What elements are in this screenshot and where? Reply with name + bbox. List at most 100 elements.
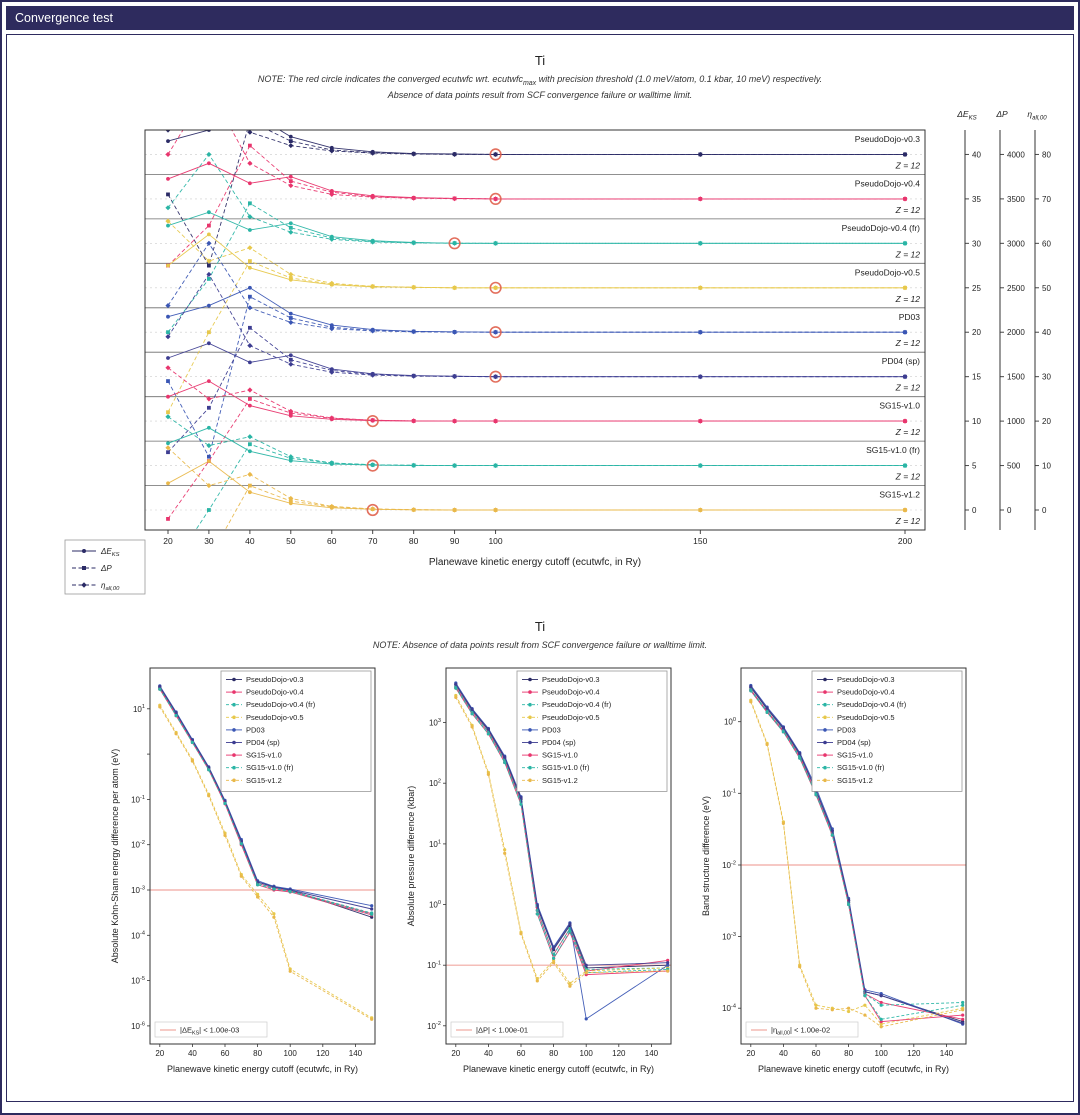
svg-text:ΔEKS: ΔEKS	[956, 109, 977, 121]
converged-marker	[489, 281, 502, 295]
svg-text:100: 100	[429, 900, 441, 910]
svg-text:50: 50	[1042, 284, 1051, 293]
top-chart-note: NOTE: The red circle indicates the conve…	[7, 73, 1073, 101]
svg-text:20: 20	[155, 1049, 164, 1058]
converged-marker	[489, 326, 502, 339]
svg-text:PseudoDojo-v0.4: PseudoDojo-v0.4	[837, 687, 895, 696]
svg-text:PD04 (sp): PD04 (sp)	[837, 738, 871, 747]
svg-text:ΔEKS: ΔEKS	[100, 547, 120, 558]
svg-text:PseudoDojo-v0.5: PseudoDojo-v0.5	[837, 713, 895, 722]
svg-text:ηall,00: ηall,00	[101, 581, 120, 592]
svg-text:60: 60	[517, 1049, 526, 1058]
svg-text:10-1: 10-1	[722, 789, 736, 799]
svg-text:40: 40	[188, 1049, 197, 1058]
svg-text:120: 120	[612, 1049, 626, 1058]
svg-text:140: 140	[940, 1049, 954, 1058]
page-title: Convergence test	[15, 11, 113, 25]
panel-band-structure-difference: 10-4 10-3 10-2 10-1 100 20 40 60 80 100 120 140 Plan…	[701, 667, 967, 1074]
svg-text:SG15-v1.0 (fr): SG15-v1.0 (fr)	[542, 763, 590, 772]
svg-text:Planewave kinetic energy cutof: Planewave kinetic energy cutoff (ecutwfc…	[463, 1064, 654, 1074]
note-line2: Absence of data points result from SCF c…	[387, 89, 693, 100]
svg-text:10-5: 10-5	[131, 976, 145, 986]
svg-text:40: 40	[1042, 328, 1051, 337]
svg-text:Z = 12: Z = 12	[895, 516, 921, 526]
svg-text:SG15-v1.2: SG15-v1.2	[837, 776, 873, 785]
svg-text:100: 100	[875, 1049, 889, 1058]
svg-text:Planewave kinetic energy cutof: Planewave kinetic energy cutoff (ecutwfc…	[758, 1064, 949, 1074]
note-line1-pre: NOTE: The red circle indicates the conve…	[257, 74, 523, 84]
svg-text:80: 80	[549, 1049, 558, 1058]
svg-text:0: 0	[1007, 506, 1012, 515]
svg-text:10-2: 10-2	[722, 860, 736, 870]
svg-text:60: 60	[1042, 240, 1051, 249]
svg-text:10-6: 10-6	[131, 1021, 145, 1031]
svg-text:70: 70	[1042, 195, 1051, 204]
convergence-detail-charts: 10-6 10-5 10-4 10-3 10-2 10-1 101 20 40 60 80 100 12…	[110, 667, 967, 1074]
bottom-chart-title: Ti	[534, 619, 546, 635]
svg-text:10: 10	[972, 417, 981, 426]
converged-marker	[366, 504, 379, 517]
svg-text:PseudoDojo-v0.5: PseudoDojo-v0.5	[855, 268, 920, 278]
svg-text:10-3: 10-3	[131, 885, 145, 895]
svg-text:30: 30	[972, 240, 981, 249]
svg-text:SG15-v1.0: SG15-v1.0	[246, 750, 282, 759]
svg-text:ηall,00: ηall,00	[1027, 109, 1047, 121]
svg-text:10-1: 10-1	[427, 960, 441, 970]
svg-text:10-3: 10-3	[722, 932, 736, 942]
svg-text:100: 100	[724, 717, 736, 727]
note-line1-post: with precision threshold (1.0 meV/atom, …	[536, 74, 823, 84]
svg-text:PseudoDojo-v0.5: PseudoDojo-v0.5	[542, 713, 600, 722]
svg-text:101: 101	[429, 839, 441, 849]
svg-text:35: 35	[972, 195, 981, 204]
svg-text:10: 10	[1042, 462, 1051, 471]
threshold-annotation	[745, 1021, 859, 1038]
svg-text:10-4: 10-4	[131, 930, 145, 940]
svg-text:PD04 (sp): PD04 (sp)	[542, 738, 576, 747]
svg-text:500: 500	[1007, 462, 1021, 471]
svg-text:1500: 1500	[1007, 373, 1025, 382]
top-series	[165, 130, 908, 530]
svg-text:SG15-v1.2: SG15-v1.2	[246, 776, 282, 785]
svg-text:PseudoDojo-v0.4 (fr): PseudoDojo-v0.4 (fr)	[246, 700, 316, 709]
svg-text:0: 0	[972, 506, 977, 515]
svg-text:PseudoDojo-v0.3: PseudoDojo-v0.3	[542, 675, 600, 684]
svg-text:SG15-v1.2: SG15-v1.2	[879, 490, 920, 500]
converged-marker	[489, 148, 502, 161]
svg-text:80: 80	[844, 1049, 853, 1058]
svg-text:1000: 1000	[1007, 417, 1025, 426]
panel-pressure-difference: 10-2 10-1 100 101 102 103 20 40 60 80 100 120 140 Pla…	[406, 667, 672, 1074]
bottom-note-text: NOTE: Absence of data points result from…	[372, 640, 708, 651]
svg-text:PseudoDojo-v0.5: PseudoDojo-v0.5	[246, 713, 304, 722]
top-row-series	[165, 365, 908, 521]
content-frame: Ti NOTE: The red circle indicates the co…	[6, 34, 1074, 1102]
svg-text:Z = 12: Z = 12	[895, 205, 921, 215]
svg-text:PseudoDojo-v0.4: PseudoDojo-v0.4	[542, 687, 600, 696]
svg-text:Band structure difference (eV): Band structure difference (eV)	[701, 796, 711, 916]
converged-marker	[489, 192, 502, 206]
svg-text:60: 60	[327, 536, 337, 546]
svg-text:3000: 3000	[1007, 240, 1025, 249]
svg-text:PseudoDojo-v0.4: PseudoDojo-v0.4	[855, 179, 920, 189]
svg-text:200: 200	[898, 536, 912, 546]
app-header: Convergence test	[6, 6, 1074, 30]
threshold-annotation	[154, 1021, 268, 1038]
svg-text:Absolute Kohn-Sham energy diff: Absolute Kohn-Sham energy difference per…	[110, 749, 120, 963]
svg-text:Planewave kinetic energy cutof: Planewave kinetic energy cutoff (ecutwfc…	[429, 557, 641, 568]
svg-text:PseudoDojo-v0.4: PseudoDojo-v0.4	[246, 687, 304, 696]
svg-text:Z = 12: Z = 12	[895, 250, 921, 260]
top-row-series	[165, 272, 908, 455]
note-subscript: max	[522, 79, 537, 87]
panel-kohn-sham-energy-difference: 10-6 10-5 10-4 10-3 10-2 10-1 101 20 40 60 80 100 12…	[110, 667, 376, 1074]
convergence-overview-chart: PseudoDojo-v0.3 Z = 12 PseudoDojo-v0.4 Z = …	[64, 109, 1051, 595]
svg-text:10-2: 10-2	[427, 1021, 441, 1031]
svg-text:100: 100	[284, 1049, 298, 1058]
svg-text:PseudoDojo-v0.3: PseudoDojo-v0.3	[246, 675, 304, 684]
svg-text:SG15-v1.0 (fr): SG15-v1.0 (fr)	[837, 763, 885, 772]
svg-text:40: 40	[779, 1049, 788, 1058]
top-row-series	[165, 130, 908, 268]
top-row-series	[165, 218, 908, 415]
svg-text:5: 5	[972, 462, 977, 471]
svg-text:Absolute pressure difference (: Absolute pressure difference (kbar)	[406, 786, 416, 926]
svg-text:4000: 4000	[1007, 151, 1025, 160]
svg-text:10-1: 10-1	[131, 795, 145, 805]
